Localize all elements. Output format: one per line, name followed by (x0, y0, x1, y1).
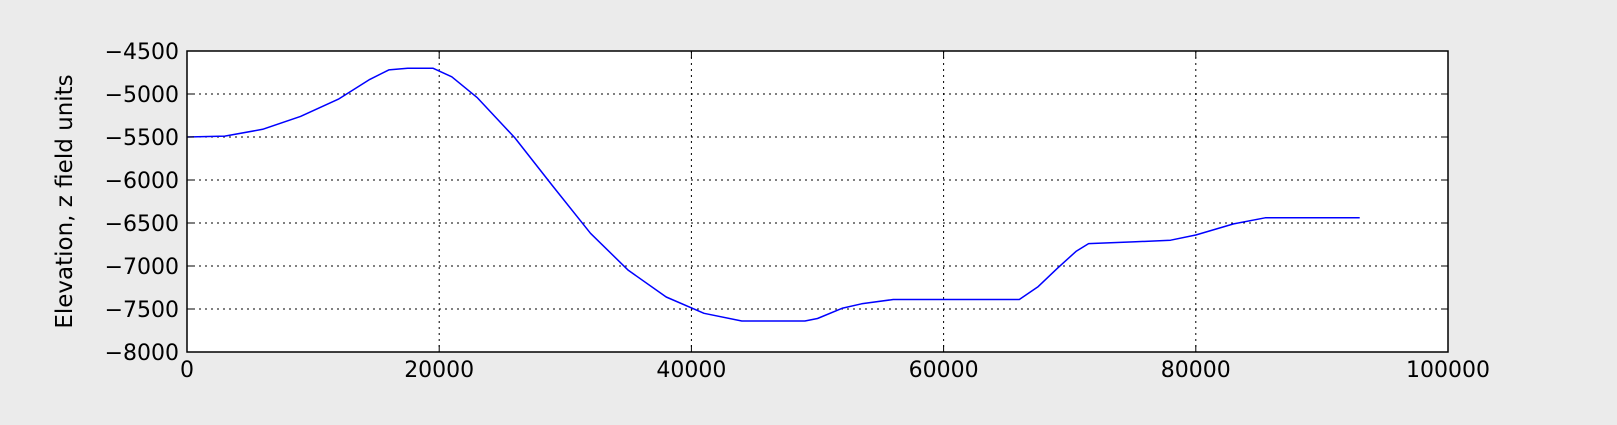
y-tick-label: −6500 (105, 212, 179, 237)
y-tick-label: −8000 (105, 341, 179, 366)
x-tick-labels: 0 20000 40000 60000 80000 100000 (180, 358, 1490, 383)
x-tick-label: 40000 (656, 358, 726, 383)
y-tick-labels: −4500 −5000 −5500 −6000 −6500 −7000 −7500 −8000 (105, 40, 179, 366)
plot-frame (186, 50, 1449, 353)
y-tick-label: −5000 (105, 83, 179, 108)
x-tick-label: 0 (180, 358, 194, 383)
x-tick-label: 60000 (909, 358, 979, 383)
y-tick-label: −7000 (105, 255, 179, 280)
plot-area (187, 51, 1448, 352)
tick-marks (186, 50, 1449, 353)
y-tick-label: −7500 (105, 298, 179, 323)
y-axis-label: Elevation, z field units (52, 74, 78, 328)
series-lines (186, 67, 1360, 322)
y-tick-label: −4500 (105, 40, 179, 65)
y-tick-label: −6000 (105, 169, 179, 194)
x-tick-label: 100000 (1406, 358, 1490, 383)
x-tick-label: 20000 (404, 358, 474, 383)
elevation-line (186, 67, 1360, 322)
x-tick-label: 80000 (1161, 358, 1231, 383)
y-tick-label: −5500 (105, 126, 179, 151)
grid-lines (187, 51, 1448, 352)
